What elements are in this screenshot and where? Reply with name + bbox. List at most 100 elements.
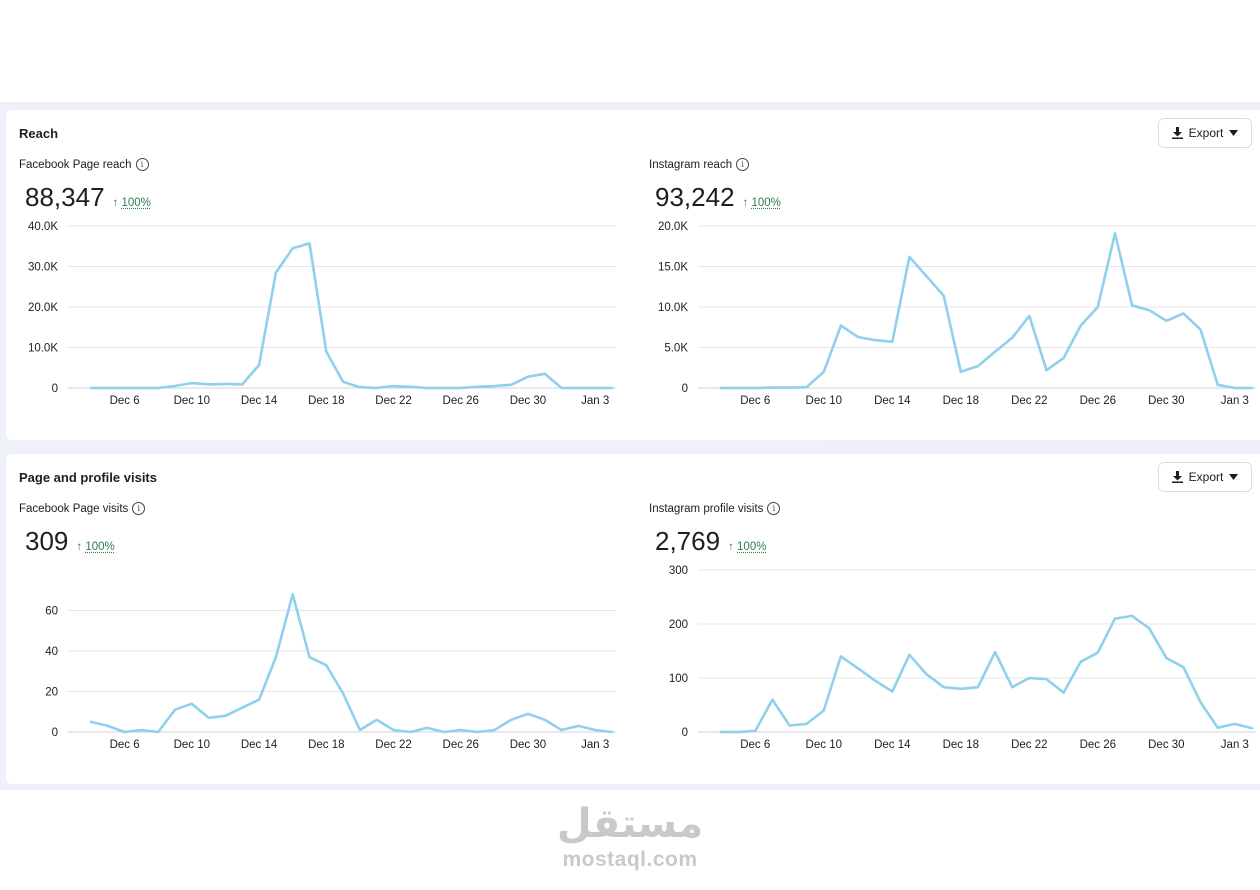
export-label: Export	[1188, 126, 1224, 140]
y-tick-label: 20.0K	[658, 221, 688, 233]
y-tick-label: 0	[52, 727, 58, 739]
x-tick-label: Dec 14	[874, 739, 911, 751]
x-tick-label: Dec 14	[241, 739, 278, 751]
change-indicator: ↑ 100%	[112, 197, 151, 209]
export-button[interactable]: Export	[1158, 118, 1252, 148]
change-percent: 100%	[751, 197, 781, 209]
x-tick-label: Dec 26	[443, 395, 479, 407]
y-tick-label: 300	[669, 565, 688, 577]
x-tick-label: Dec 30	[510, 395, 546, 407]
facebook-page-visits-value: 309 ↑ 100%	[25, 526, 115, 557]
facebook-page-reach-chart: 0 10.0K 20.0K 30.0K 40.0K Dec 6 Dec 10 Dec 14 De…	[28, 221, 616, 407]
instagram-profile-visits-value: 2,769 ↑ 100%	[655, 526, 766, 557]
facebook-page-visits-label: Facebook Page visits i	[19, 502, 146, 515]
x-tick-label: Dec 6	[110, 739, 140, 751]
x-tick-label: Dec 26	[443, 739, 479, 751]
y-tick-label: 0	[52, 383, 58, 395]
watermark-latin: mostaql.com	[562, 848, 698, 871]
x-tick-label: Dec 22	[1011, 395, 1047, 407]
y-tick-label: 40	[45, 646, 58, 658]
y-tick-label: 100	[669, 673, 688, 685]
metric-value-text: 93,242	[655, 182, 735, 212]
facebook-page-visits-chart: 0 20 40 60 Dec 6 Dec 10 Dec 14 Dec 18 Dec 22 Dec …	[45, 592, 616, 751]
export-button[interactable]: Export	[1158, 462, 1252, 492]
x-tick-label: Jan 3	[1221, 395, 1249, 407]
section-title: Page and profile visits	[19, 470, 157, 485]
x-tick-label: Dec 10	[174, 739, 210, 751]
x-tick-label: Dec 10	[806, 739, 842, 751]
facebook-page-reach-value: 88,347 ↑ 100%	[25, 182, 151, 213]
y-tick-label: 0	[682, 727, 688, 739]
series-line	[89, 242, 614, 390]
download-icon	[1171, 471, 1183, 483]
x-tick-label: Dec 18	[308, 395, 344, 407]
instagram-reach-chart: 0 5.0K 10.0K 15.0K 20.0K Dec 6 Dec 10 Dec 14 Dec…	[658, 221, 1256, 407]
info-icon[interactable]: i	[132, 502, 146, 515]
download-icon	[1171, 127, 1183, 139]
y-tick-label: 60	[45, 606, 58, 618]
y-tick-label: 40.0K	[28, 221, 58, 233]
y-tick-label: 20	[45, 687, 58, 699]
caret-down-icon	[1229, 130, 1239, 136]
section-title: Reach	[19, 126, 59, 141]
x-tick-label: Dec 26	[1080, 739, 1116, 751]
y-tick-label: 200	[669, 619, 688, 631]
x-tick-label: Dec 10	[806, 395, 842, 407]
x-tick-label: Dec 6	[110, 395, 140, 407]
x-tick-label: Dec 18	[308, 739, 344, 751]
x-tick-label: Dec 22	[375, 395, 411, 407]
change-percent: 100%	[85, 541, 115, 553]
instagram-reach-value: 93,242 ↑ 100%	[655, 182, 781, 213]
caret-down-icon	[1229, 474, 1239, 480]
x-tick-label: Dec 30	[510, 739, 546, 751]
x-tick-label: Dec 6	[740, 395, 770, 407]
metric-label-text: Facebook Page visits	[19, 502, 129, 515]
metric-label-text: Facebook Page reach	[19, 158, 132, 171]
x-tick-label: Dec 22	[375, 739, 411, 751]
export-label: Export	[1188, 470, 1224, 484]
info-icon[interactable]: i	[135, 158, 149, 171]
x-tick-label: Dec 18	[943, 739, 979, 751]
change-percent: 100%	[121, 197, 151, 209]
x-tick-label: Dec 26	[1080, 395, 1116, 407]
change-indicator: ↑ 100%	[76, 541, 115, 553]
x-tick-label: Dec 18	[943, 395, 979, 407]
facebook-page-reach-label: Facebook Page reach i	[19, 158, 149, 171]
y-tick-label: 0	[682, 383, 688, 395]
metric-label-text: Instagram reach	[649, 158, 733, 171]
series-line	[719, 232, 1254, 390]
y-tick-label: 5.0K	[664, 343, 688, 355]
x-tick-label: Dec 30	[1148, 395, 1184, 407]
watermark-arabic: مستقل	[556, 801, 704, 847]
y-tick-label: 15.0K	[658, 262, 688, 274]
x-tick-label: Jan 3	[1221, 739, 1249, 751]
x-tick-label: Dec 14	[874, 395, 911, 407]
x-tick-label: Dec 14	[241, 395, 278, 407]
info-icon[interactable]: i	[767, 502, 781, 515]
y-tick-label: 30.0K	[28, 262, 58, 274]
instagram-profile-visits-chart: 0 100 200 300 Dec 6 Dec 10 Dec 14 Dec 18 Dec 22 D…	[669, 565, 1256, 751]
x-tick-label: Jan 3	[581, 395, 609, 407]
x-tick-label: Dec 6	[740, 739, 770, 751]
metric-value-text: 309	[25, 526, 69, 556]
x-tick-label: Jan 3	[581, 739, 609, 751]
change-indicator: ↑ 100%	[728, 541, 767, 553]
info-icon[interactable]: i	[736, 158, 750, 171]
metric-value-text: 2,769	[655, 526, 721, 556]
mostaql-watermark: مستقل mostaql.com	[550, 800, 710, 872]
series-line	[89, 592, 614, 734]
series-line	[719, 614, 1254, 734]
instagram-profile-visits-label: Instagram profile visits i	[649, 502, 781, 515]
y-tick-label: 10.0K	[28, 343, 58, 355]
change-percent: 100%	[737, 541, 767, 553]
x-tick-label: Dec 10	[174, 395, 210, 407]
metric-value-text: 88,347	[25, 182, 105, 212]
y-tick-label: 20.0K	[28, 302, 58, 314]
visits-card: Page and profile visits Export Facebook …	[6, 454, 1260, 784]
metric-label-text: Instagram profile visits	[649, 502, 764, 515]
change-indicator: ↑ 100%	[742, 197, 781, 209]
x-tick-label: Dec 30	[1148, 739, 1184, 751]
y-tick-label: 10.0K	[658, 302, 688, 314]
instagram-reach-label: Instagram reach i	[649, 158, 750, 171]
x-tick-label: Dec 22	[1011, 739, 1047, 751]
